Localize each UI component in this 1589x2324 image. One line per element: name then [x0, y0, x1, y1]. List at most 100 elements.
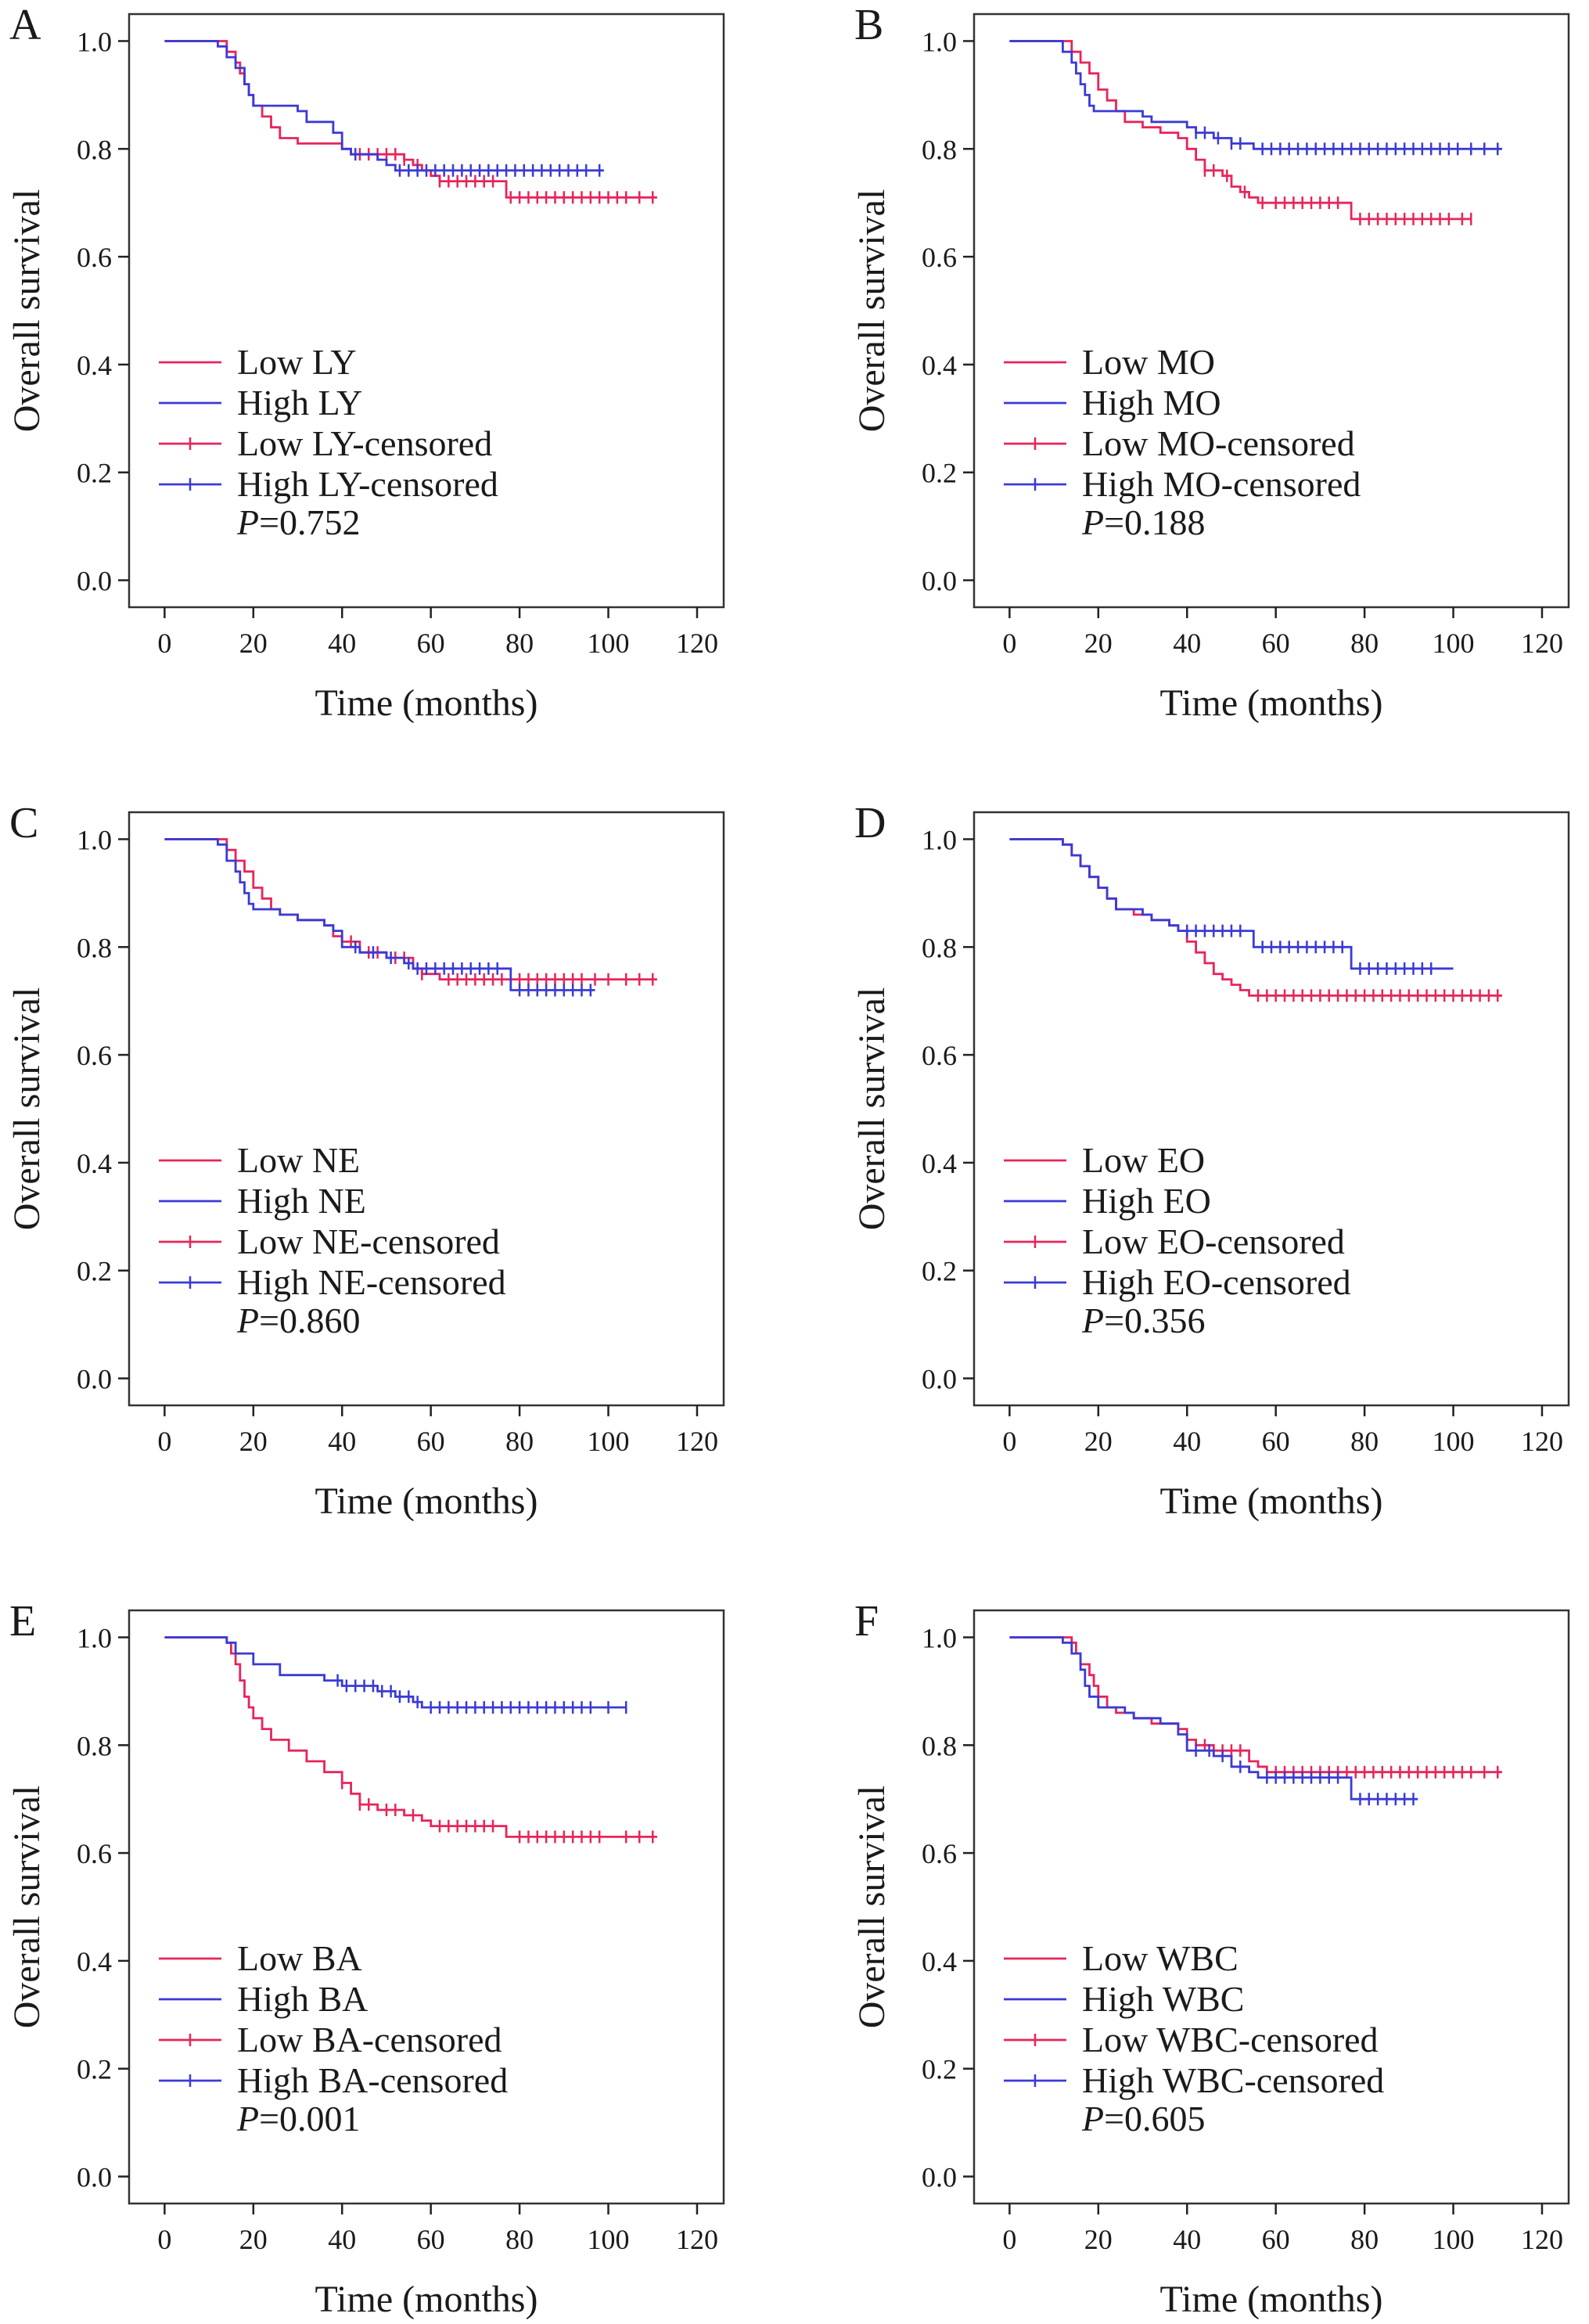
y-axis-title: Overall survival [6, 189, 48, 433]
legend-label: Low LY-censored [237, 423, 492, 463]
panel-c: C 0.0 0.2 0.4 0.6 0.8 1.0 0 20 40 60 80 100 120 Time (… [6, 799, 725, 1522]
x-tick-label: 60 [1262, 1426, 1290, 1457]
p-value-symbol: P [236, 2099, 259, 2139]
y-tick-label: 0.4 [922, 1946, 957, 1977]
p-value-number: =0.001 [259, 2099, 360, 2139]
x-axis-title: Time (months) [315, 682, 538, 724]
legend-label: High BA-censored [237, 2060, 508, 2100]
km-curve-low [164, 838, 657, 980]
km-curve-low [1009, 1636, 1502, 1774]
legend-label: Low EO-censored [1082, 1221, 1345, 1261]
legend-label: High BA [237, 1979, 368, 2019]
y-tick-label: 0.2 [922, 2054, 957, 2085]
legend-label: High EO-censored [1082, 1262, 1351, 1302]
y-tick-label: 0.0 [77, 1364, 112, 1395]
x-tick-label: 100 [1433, 2224, 1475, 2255]
x-tick-label: 120 [1521, 628, 1563, 659]
x-tick-label: 100 [588, 2224, 630, 2255]
panel-e: E 0.0 0.2 0.4 0.6 0.8 1.0 0 20 40 60 80 100 120 Time (… [6, 1597, 725, 2320]
y-axis-title: Overall survival [851, 988, 893, 1231]
y-tick-label: 0.8 [77, 1730, 112, 1761]
x-tick-label: 40 [328, 1426, 356, 1457]
y-tick-label: 0.8 [922, 932, 957, 963]
x-tick-label: 40 [328, 628, 356, 659]
y-tick-label: 0.6 [922, 1040, 957, 1071]
p-value-symbol: P [1081, 2099, 1104, 2139]
km-curve-high [164, 40, 604, 172]
x-axis-title: Time (months) [315, 2279, 538, 2320]
y-tick-label: 0.0 [922, 566, 957, 597]
legend-label: Low EO [1082, 1140, 1205, 1180]
x-tick-label: 20 [239, 2224, 268, 2255]
x-tick-label: 20 [1084, 1426, 1113, 1457]
x-axis-title: Time (months) [1160, 1480, 1383, 1522]
x-tick-label: 100 [1433, 1426, 1475, 1457]
y-tick-label: 0.0 [922, 2162, 957, 2193]
x-tick-label: 120 [676, 628, 718, 659]
y-tick-label: 0.0 [77, 2162, 112, 2193]
legend-label: High NE-censored [237, 1262, 506, 1302]
p-value-symbol: P [236, 1301, 259, 1340]
km-curve-high [164, 1636, 627, 1709]
panel-label: D [854, 799, 886, 847]
y-tick-label: 0.2 [77, 2054, 112, 2085]
p-value-text: P=0.001 [236, 2099, 361, 2139]
panel-a: A 0.0 0.2 0.4 0.6 0.8 1.0 0 20 40 60 80 100 120 Time (… [6, 1, 725, 724]
plot-frame [972, 1609, 1570, 2205]
legend-label: Low BA [237, 1938, 362, 1978]
x-tick-label: 120 [1521, 2224, 1563, 2255]
panel-f: F 0.0 0.2 0.4 0.6 0.8 1.0 0 20 40 60 80 100 120 Time (… [851, 1597, 1570, 2320]
x-tick-label: 120 [1521, 1426, 1563, 1457]
km-curve-low [1009, 838, 1502, 997]
y-tick-label: 0.0 [922, 1364, 957, 1395]
x-tick-label: 20 [1084, 2224, 1113, 2255]
y-tick-label: 0.4 [77, 1148, 112, 1179]
legend-label: Low BA-censored [237, 2020, 502, 2060]
panel-label: A [9, 1, 41, 49]
x-tick-label: 80 [1350, 1426, 1379, 1457]
y-tick-label: 0.2 [922, 1256, 957, 1287]
x-tick-label: 40 [1173, 1426, 1201, 1457]
y-tick-label: 1.0 [922, 26, 957, 57]
legend-label: High WBC-censored [1082, 2060, 1384, 2100]
y-tick-label: 1.0 [77, 1622, 112, 1653]
km-curve-high [1009, 40, 1502, 150]
x-tick-label: 80 [1350, 628, 1379, 659]
p-value-number: =0.860 [259, 1301, 360, 1340]
panel-label: E [9, 1597, 36, 1646]
plot-frame [128, 13, 725, 609]
p-value-text: P=0.752 [236, 502, 361, 542]
x-tick-label: 0 [1002, 2224, 1016, 2255]
legend-label: High NE [237, 1181, 366, 1221]
y-tick-label: 1.0 [922, 1622, 957, 1653]
x-tick-label: 20 [1084, 628, 1113, 659]
x-tick-label: 40 [328, 2224, 356, 2255]
x-tick-label: 40 [1173, 2224, 1201, 2255]
km-curve-low [164, 1636, 657, 1838]
y-axis-title: Overall survival [851, 1786, 893, 2029]
plot-frame [972, 13, 1570, 609]
y-tick-label: 1.0 [77, 824, 112, 855]
x-axis-title: Time (months) [1160, 682, 1383, 724]
km-curve-high [1009, 1636, 1418, 1801]
x-tick-label: 80 [1350, 2224, 1379, 2255]
y-tick-label: 0.4 [77, 1946, 112, 1977]
y-tick-label: 0.4 [77, 350, 112, 381]
y-tick-label: 0.6 [77, 242, 112, 273]
x-tick-label: 0 [157, 2224, 171, 2255]
legend-label: Low LY [237, 342, 357, 382]
y-tick-label: 0.2 [77, 1256, 112, 1287]
panel-b: B 0.0 0.2 0.4 0.6 0.8 1.0 0 20 40 60 80 100 120 Time (… [851, 1, 1570, 724]
legend-label: High EO [1082, 1181, 1211, 1221]
panel-d: D 0.0 0.2 0.4 0.6 0.8 1.0 0 20 40 60 80 100 120 Time (… [851, 799, 1570, 1522]
y-tick-label: 0.6 [922, 1838, 957, 1869]
p-value-number: =0.188 [1104, 502, 1205, 542]
km-curve-high [1009, 838, 1454, 970]
x-tick-label: 0 [157, 1426, 171, 1457]
plot-frame [128, 811, 725, 1407]
y-tick-label: 0.6 [922, 242, 957, 273]
x-tick-label: 60 [417, 628, 445, 659]
x-tick-label: 60 [1262, 628, 1290, 659]
panel-label: B [854, 1, 883, 49]
